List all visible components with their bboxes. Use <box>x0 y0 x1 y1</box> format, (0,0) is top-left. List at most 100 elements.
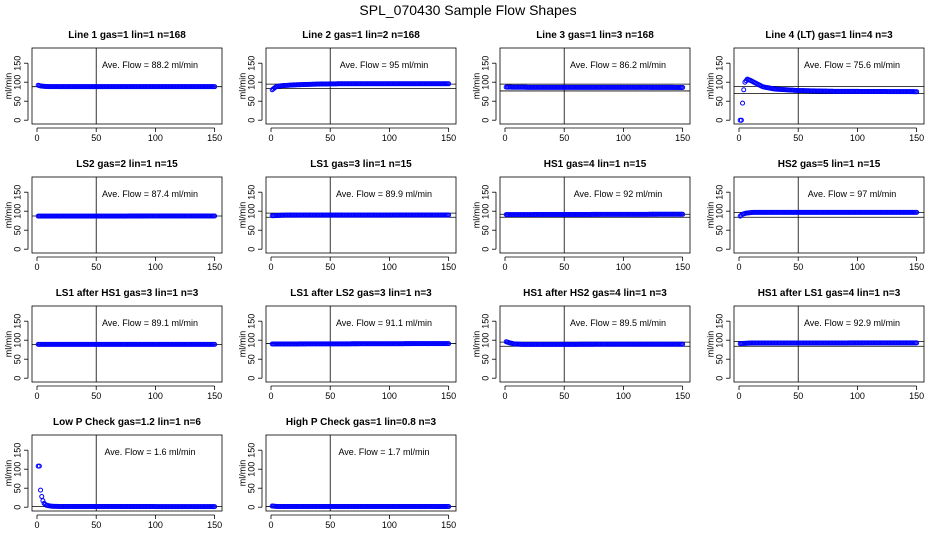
y-tick-label: 0 <box>246 118 256 123</box>
y-tick-label: 100 <box>480 75 490 90</box>
page-title: SPL_070430 Sample Flow Shapes <box>359 2 577 18</box>
plot-frame <box>265 305 457 383</box>
y-tick-label: 150 <box>246 185 256 200</box>
y-tick-label: 150 <box>480 314 490 329</box>
y-tick-label: 150 <box>12 185 22 200</box>
data-point <box>741 87 747 93</box>
y-tick-label: 0 <box>714 118 724 123</box>
x-tick-label: 150 <box>441 391 456 401</box>
y-tick-label: 150 <box>246 314 256 329</box>
plot-frame <box>265 47 457 125</box>
y-tick-label: 100 <box>480 204 490 219</box>
x-tick-label: 100 <box>382 262 397 272</box>
y-tick-label: 150 <box>12 56 22 71</box>
y-axis-label: ml/min <box>237 460 247 487</box>
x-tick-label: 150 <box>441 520 456 530</box>
x-tick-label: 50 <box>325 391 335 401</box>
data-series <box>737 76 920 123</box>
y-tick-label: 50 <box>246 483 256 493</box>
x-tick-label: 150 <box>909 133 924 143</box>
y-axis-label: ml/min <box>705 202 715 229</box>
y-axis-label: ml/min <box>237 331 247 358</box>
y-tick-label: 150 <box>12 443 22 458</box>
x-tick-label: 150 <box>909 391 924 401</box>
y-tick-label: 100 <box>12 462 22 477</box>
x-tick-label: 100 <box>850 133 865 143</box>
x-tick-label: 150 <box>441 133 456 143</box>
y-tick-label: 150 <box>714 56 724 71</box>
plot-frame <box>31 47 223 125</box>
y-axis-label: ml/min <box>471 202 481 229</box>
y-tick-label: 50 <box>246 225 256 235</box>
panel-title: LS1 after HS1 gas=3 lin=1 n=3 <box>56 288 199 299</box>
y-tick-label: 100 <box>12 75 22 90</box>
y-tick-label: 100 <box>246 462 256 477</box>
x-tick-label: 0 <box>502 133 507 143</box>
plot-panel: Low P Check gas=1.2 lin=1 n=6 0 50 100 150 0 5… <box>3 417 223 530</box>
plot-panel: HS2 gas=5 lin=1 n=15 0 50 100 150 0 50 100 150 ml… <box>705 159 925 272</box>
plot-frame <box>265 434 457 512</box>
data-point <box>740 100 746 106</box>
x-tick-label: 50 <box>793 262 803 272</box>
x-tick-label: 50 <box>91 133 101 143</box>
y-tick-label: 100 <box>12 333 22 348</box>
y-tick-label: 100 <box>714 75 724 90</box>
average-flow-annotation: Ave. Flow = 97 ml/min <box>808 189 897 199</box>
data-point <box>680 84 686 90</box>
x-tick-label: 150 <box>675 133 690 143</box>
y-tick-label: 150 <box>246 56 256 71</box>
x-tick-label: 100 <box>850 391 865 401</box>
data-point <box>40 498 46 504</box>
x-tick-label: 0 <box>34 133 39 143</box>
x-tick-label: 150 <box>909 262 924 272</box>
x-tick-label: 150 <box>441 262 456 272</box>
data-series <box>269 212 452 219</box>
y-tick-label: 100 <box>12 204 22 219</box>
x-tick-label: 100 <box>382 133 397 143</box>
data-point <box>914 89 920 95</box>
panel-title: HS1 after HS2 gas=4 lin=1 n=3 <box>523 288 667 299</box>
plot-frame <box>499 47 691 125</box>
x-tick-label: 50 <box>793 391 803 401</box>
y-tick-label: 0 <box>480 247 490 252</box>
plot-panel: LS1 gas=3 lin=1 n=15 0 50 100 150 0 50 100 150 ml… <box>237 159 457 272</box>
y-tick-label: 0 <box>714 247 724 252</box>
plot-panel: LS1 after HS1 gas=3 lin=1 n=3 0 50 100 150 0 5… <box>3 288 223 401</box>
plot-panel: Line 3 gas=1 lin=3 n=168 0 50 100 150 0 50 100 1… <box>471 30 691 143</box>
x-tick-label: 100 <box>148 520 163 530</box>
plot-panel: HS1 after LS1 gas=4 lin=1 n=3 0 50 100 150 0 5… <box>705 288 925 401</box>
y-tick-label: 150 <box>480 56 490 71</box>
panel-title: Line 2 gas=1 lin=2 n=168 <box>302 30 420 41</box>
data-point <box>212 84 218 90</box>
y-tick-label: 50 <box>12 354 22 364</box>
plot-panel: LS1 after LS2 gas=3 lin=1 n=3 0 50 100 150 0 5… <box>237 288 457 401</box>
data-series <box>35 341 218 347</box>
x-tick-label: 100 <box>148 262 163 272</box>
x-tick-label: 0 <box>736 391 741 401</box>
y-tick-label: 0 <box>714 376 724 381</box>
x-tick-label: 100 <box>616 133 631 143</box>
x-tick-label: 50 <box>91 262 101 272</box>
plot-frame <box>265 176 457 254</box>
y-tick-label: 50 <box>714 354 724 364</box>
y-tick-label: 50 <box>480 96 490 106</box>
y-tick-label: 100 <box>246 333 256 348</box>
panel-title: Line 3 gas=1 lin=3 n=168 <box>536 30 654 41</box>
panel-title: LS1 gas=3 lin=1 n=15 <box>310 159 412 170</box>
y-axis-label: ml/min <box>237 73 247 100</box>
x-tick-label: 50 <box>325 520 335 530</box>
data-point <box>212 504 218 510</box>
data-point <box>446 81 452 87</box>
data-point <box>914 340 920 346</box>
y-tick-label: 50 <box>12 96 22 106</box>
data-point <box>446 212 452 218</box>
x-tick-label: 0 <box>502 391 507 401</box>
plot-panel: HS1 gas=4 lin=1 n=15 0 50 100 150 0 50 100 150 ml… <box>471 159 691 272</box>
average-flow-annotation: Ave. Flow = 88.2 ml/min <box>102 60 198 70</box>
plot-frame <box>499 305 691 383</box>
data-point <box>914 209 920 215</box>
data-point <box>446 504 452 510</box>
x-tick-label: 0 <box>736 262 741 272</box>
y-tick-label: 100 <box>714 204 724 219</box>
